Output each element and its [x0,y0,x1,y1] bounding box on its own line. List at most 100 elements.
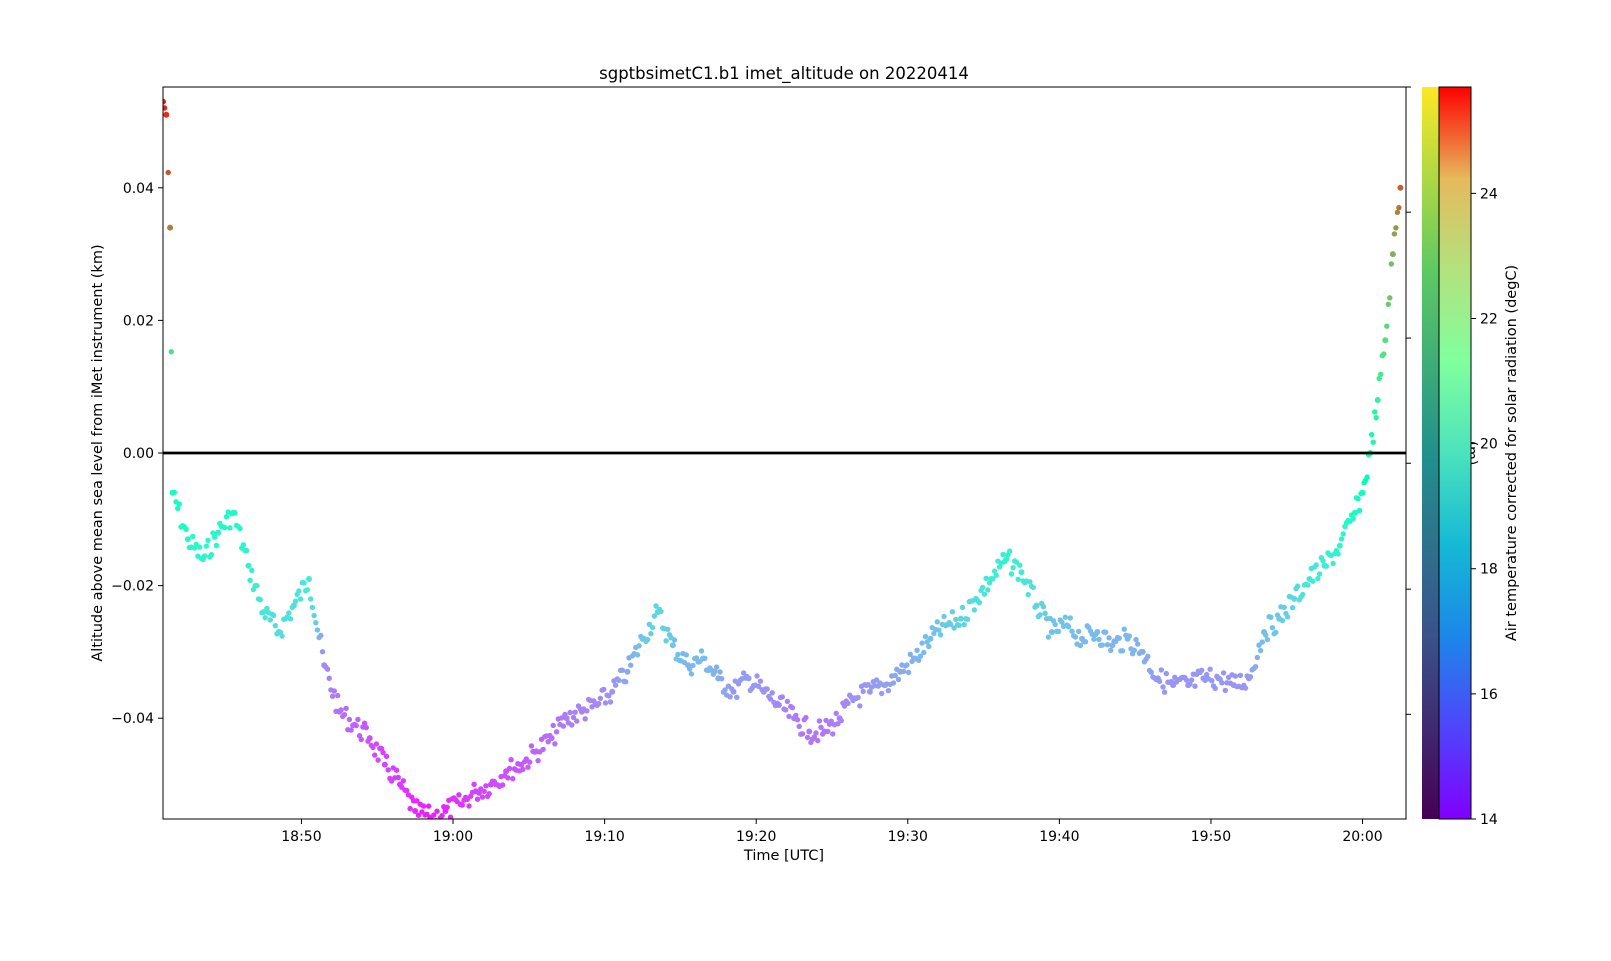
x-tick-label: 19:00 [433,829,473,845]
colorbar-tick-label: 18 [1480,562,1498,578]
data-point [1116,635,1122,641]
data-point [1091,636,1097,642]
data-point [1388,261,1395,267]
data-point [567,709,573,716]
data-point [183,526,189,532]
data-point [990,576,996,582]
data-point [306,576,312,582]
data-point [267,617,273,623]
data-point [459,802,465,808]
data-point [1139,648,1146,655]
data-point [730,688,737,695]
data-point [1268,614,1274,620]
data-point [1067,615,1074,621]
data-point [414,798,420,804]
data-point [1359,489,1366,496]
data-point [1247,674,1254,680]
data-point [1264,636,1271,643]
data-point [1237,672,1244,679]
data-point [412,808,419,814]
data-point [353,722,359,729]
data-point [381,761,388,768]
data-point [296,588,302,594]
data-point [563,715,570,722]
data-point [540,746,546,753]
data-point [196,544,203,550]
data-point [1372,409,1378,415]
data-point [176,501,182,507]
data-point [634,652,641,658]
data-point [892,672,898,679]
data-point [165,169,171,176]
data-point [331,688,337,694]
data-point [1382,337,1389,344]
data-point [279,633,285,639]
data-point [1207,666,1213,672]
data-point [793,712,799,719]
data-point [1062,614,1069,620]
data-point [304,587,310,593]
data-point [447,814,454,819]
data-point [212,534,218,540]
data-point [1281,604,1287,610]
data-point [1007,548,1013,554]
data-point [1010,565,1016,571]
data-point [1368,431,1375,438]
data-point [919,640,925,646]
data-point [1393,225,1399,231]
data-point [527,759,533,765]
x-axis-ticks: 18:50 19:00 19:10 19:20 19:30 19:40 19:50 20:00 [281,819,1383,845]
data-point [1077,642,1084,649]
data-point [1204,671,1210,678]
y-axis-ticks: −0.04 −0.02 0.00 0.02 0.04 [111,181,163,727]
data-point [616,677,622,684]
data-point [1209,678,1215,684]
data-point [619,667,625,673]
data-point [658,608,664,615]
data-point [976,599,983,606]
data-point [597,695,604,701]
data-point [1310,578,1316,584]
data-point [971,607,977,613]
data-point [1279,617,1286,624]
data-point [201,553,208,559]
data-point [232,510,238,516]
data-point [1109,642,1116,649]
data-point [717,669,723,675]
data-point [338,707,344,713]
data-point [163,105,168,111]
data-point [1103,629,1109,635]
data-point [168,349,174,355]
data-point [740,670,747,676]
data-point [569,722,575,728]
x-axis-label: Time [UTC] [743,848,824,864]
data-point [636,643,642,649]
data-point [648,631,654,637]
data-point [335,692,341,699]
data-point [1384,323,1390,329]
data-point [823,717,829,724]
data-point [505,775,511,781]
data-point [796,723,802,730]
data-point [1222,687,1229,694]
data-point [260,609,267,616]
data-point [815,737,821,744]
data-point [628,662,634,668]
data-point [205,537,211,543]
data-point [1320,558,1326,564]
data-point [1263,632,1269,638]
data-point [210,530,216,536]
data-point [991,568,998,574]
data-point [559,715,565,721]
data-point [623,679,629,685]
data-point [324,666,331,672]
x-tick-label: 19:40 [1039,829,1079,845]
data-point [319,649,326,655]
data-point [799,731,806,737]
data-point [474,796,481,802]
data-point [804,734,811,741]
data-point [510,776,516,782]
data-point [471,781,477,787]
data-point [1192,683,1198,689]
data-point [669,642,676,649]
